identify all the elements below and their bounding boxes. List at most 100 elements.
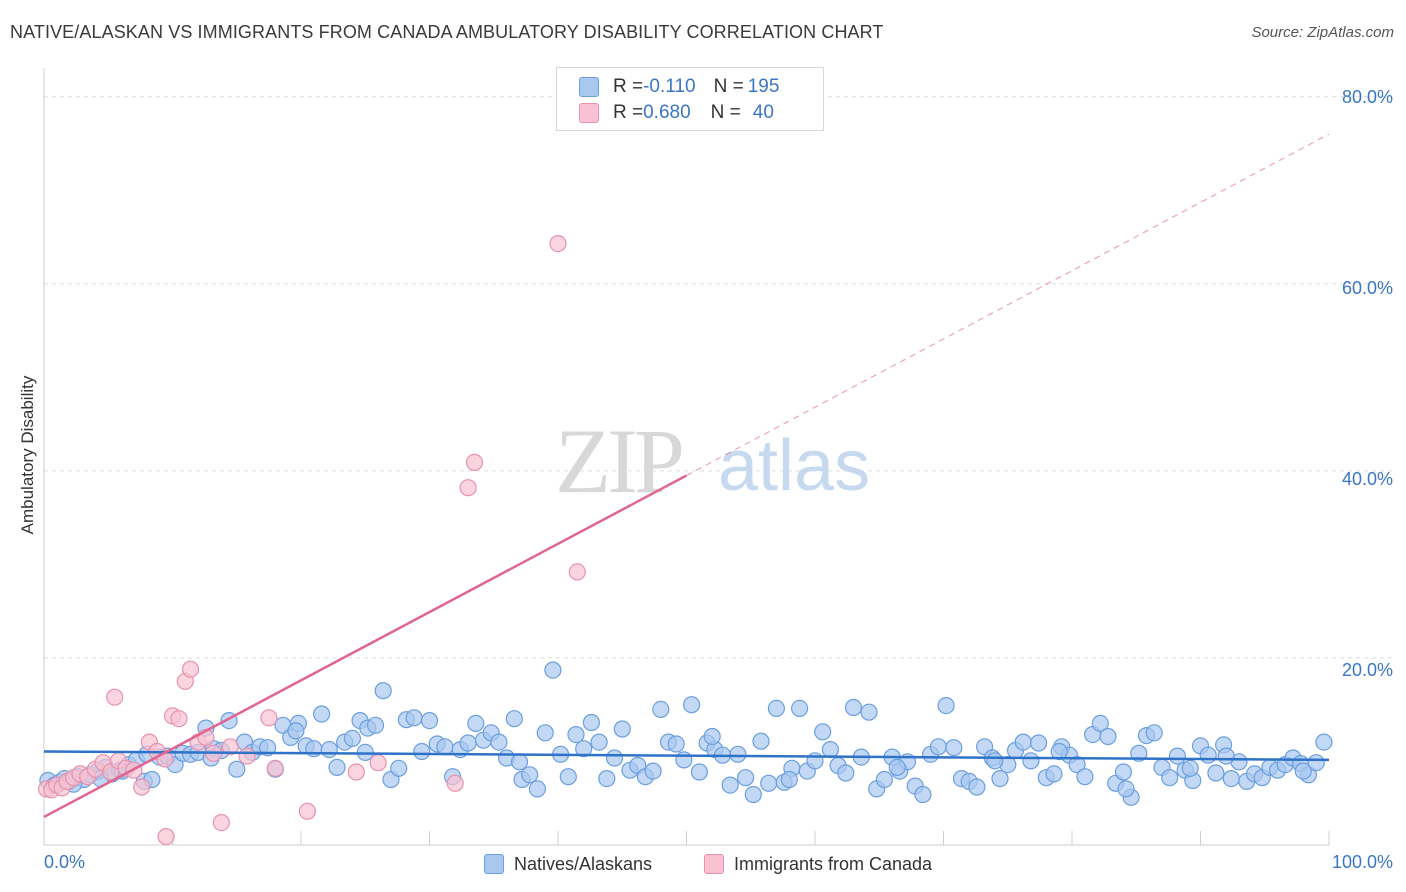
natives-point <box>287 722 305 740</box>
natives-point <box>343 729 361 748</box>
natives-point <box>968 778 986 796</box>
natives-point <box>405 709 423 727</box>
natives-point <box>582 713 601 732</box>
r-label: R = <box>613 102 644 123</box>
stats-legend: R = -0.110 N = 195 R = 0.680 N = 40 <box>556 67 824 131</box>
immigrants-swatch <box>579 103 599 123</box>
natives-point <box>1294 762 1312 780</box>
source-label: Source: ZipAtlas.com <box>1251 24 1394 41</box>
natives-point <box>821 740 840 759</box>
immigrants-point <box>549 235 567 253</box>
natives-point <box>675 751 693 769</box>
immigrants-legend-label: Immigrants from Canada <box>734 853 933 874</box>
natives-point <box>1029 734 1048 752</box>
natives-point <box>1022 752 1040 770</box>
natives-point <box>1217 747 1235 765</box>
natives-legend-swatch <box>484 854 504 874</box>
natives-point <box>752 732 770 750</box>
immigrants-legend-swatch <box>704 854 724 874</box>
natives-point <box>1114 763 1133 781</box>
y-tick-label-80: 80.0% <box>1341 87 1393 107</box>
immigrants-point <box>212 813 230 832</box>
legend-item-immigrants[interactable]: Immigrants from Canada <box>704 851 932 877</box>
immigrants-trend-line <box>43 474 688 819</box>
legend-item-natives[interactable]: Natives/Alaskans <box>484 851 652 877</box>
natives-point <box>521 766 539 784</box>
natives-point <box>559 768 577 786</box>
gridlines <box>44 96 1392 659</box>
natives-point <box>736 769 755 787</box>
n-value: 40 <box>752 102 774 123</box>
natives-point <box>320 740 338 759</box>
natives-point <box>1014 733 1032 751</box>
stats-legend-row-natives: R = -0.110 N = 195 <box>579 74 779 100</box>
natives-point <box>598 769 616 788</box>
natives-point <box>1068 755 1086 774</box>
natives-point <box>1168 747 1187 765</box>
natives-point <box>544 661 562 679</box>
natives-point <box>1050 742 1068 761</box>
natives-point <box>1130 744 1148 762</box>
natives-point <box>1161 769 1179 787</box>
natives-point <box>1222 769 1240 788</box>
r-label: R = <box>613 76 644 97</box>
natives-point <box>510 753 529 771</box>
watermark-zip: ZIP <box>555 410 682 512</box>
data-points <box>37 235 1333 846</box>
natives-point <box>1076 768 1094 786</box>
n-value: 195 <box>747 76 780 97</box>
natives-point <box>844 698 863 717</box>
natives-point <box>436 738 454 756</box>
natives-point <box>459 734 477 752</box>
watermark-atlas: atlas <box>718 426 870 506</box>
natives-point <box>914 785 932 804</box>
immigrants-point <box>181 660 200 678</box>
immigrants-point <box>568 563 586 581</box>
y-tick-label-20: 20.0% <box>1341 660 1393 680</box>
natives-point <box>991 769 1009 788</box>
natives-point <box>528 780 547 798</box>
y-tick-label-40: 40.0% <box>1341 469 1393 489</box>
natives-point <box>806 752 824 770</box>
immigrants-point <box>369 754 387 772</box>
immigrants-trend-line-extension <box>686 133 1330 477</box>
natives-point <box>1181 759 1199 777</box>
trend-lines <box>43 133 1330 819</box>
natives-point <box>228 760 246 778</box>
natives-point <box>690 763 709 781</box>
axes <box>43 68 1330 846</box>
natives-point <box>814 723 832 741</box>
natives-point <box>490 733 508 751</box>
natives-point <box>837 764 855 782</box>
x-tick-label-0: 0.0% <box>44 852 86 872</box>
natives-point <box>860 703 878 721</box>
natives-point <box>575 740 593 758</box>
natives-point <box>374 682 392 700</box>
r-value: -0.110 <box>643 76 696 97</box>
natives-point <box>328 758 346 777</box>
natives-point <box>1045 765 1063 783</box>
y-tick-label-60: 60.0% <box>1341 278 1393 298</box>
natives-point <box>780 770 798 789</box>
natives-point <box>644 762 662 780</box>
n-label: N = <box>710 102 741 123</box>
natives-point <box>729 745 747 763</box>
natives-point <box>767 699 786 718</box>
natives-point <box>945 739 963 757</box>
natives-point <box>420 711 439 730</box>
natives-point <box>505 710 523 728</box>
immigrants-point <box>260 709 278 727</box>
natives-point <box>929 738 948 756</box>
natives-point <box>313 705 331 723</box>
stats-legend-row-immigrants: R = 0.680 N = 40 <box>579 100 774 126</box>
natives-point <box>536 724 554 742</box>
natives-point <box>760 774 778 792</box>
natives-point <box>613 720 631 738</box>
natives-point <box>937 696 955 715</box>
natives-point <box>390 759 408 777</box>
natives-point <box>567 725 585 744</box>
immigrants-point <box>133 778 151 796</box>
immigrants-point <box>298 802 316 820</box>
x-tick-label-100: 100.0% <box>1331 852 1393 872</box>
